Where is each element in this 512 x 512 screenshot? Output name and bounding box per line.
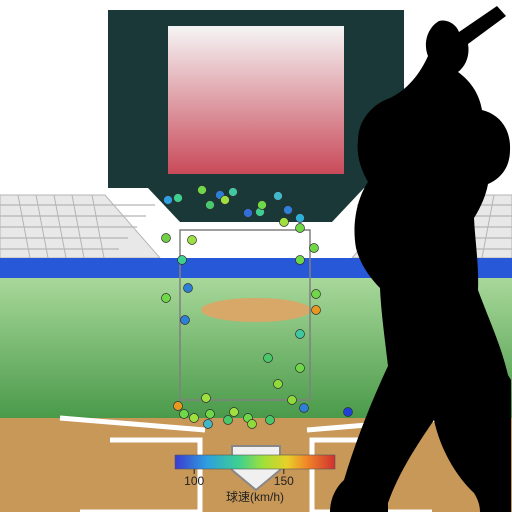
pitch-point <box>190 414 199 423</box>
pitch-point <box>224 416 233 425</box>
pitch-point <box>244 209 253 218</box>
pitch-point <box>202 394 211 403</box>
pitch-point <box>310 244 319 253</box>
pitch-point <box>174 402 183 411</box>
pitch-point <box>248 420 257 429</box>
pitch-point <box>258 201 267 210</box>
pitch-point <box>230 408 239 417</box>
pitch-point <box>164 196 173 205</box>
pitch-point <box>162 294 171 303</box>
colorbar-axis-label: 球速(km/h) <box>226 490 284 504</box>
pitch-point <box>162 234 171 243</box>
pitch-point <box>229 188 238 197</box>
pitch-point <box>296 214 305 223</box>
scoreboard-screen <box>168 26 344 174</box>
pitch-point <box>206 410 215 419</box>
pitch-point <box>288 396 297 405</box>
pitch-point <box>204 420 213 429</box>
pitchers-mound <box>201 298 311 322</box>
pitch-point <box>198 186 207 195</box>
pitch-point <box>280 218 289 227</box>
pitch-point <box>180 410 189 419</box>
pitch-point <box>274 380 283 389</box>
pitch-point <box>300 404 309 413</box>
pitch-point <box>344 408 353 417</box>
pitch-point <box>188 236 197 245</box>
colorbar-tick-label: 150 <box>274 474 294 488</box>
colorbar-tick-label: 100 <box>184 474 204 488</box>
pitch-point <box>312 290 321 299</box>
pitch-point <box>266 416 275 425</box>
pitch-point <box>178 256 187 265</box>
pitch-point <box>284 206 293 215</box>
pitch-point <box>181 316 190 325</box>
pitch-point <box>296 256 305 265</box>
chart-svg: 100 150 球速(km/h) <box>0 0 512 512</box>
pitch-point <box>264 354 273 363</box>
pitch-point <box>296 364 305 373</box>
pitch-point <box>274 192 283 201</box>
pitch-point <box>174 194 183 203</box>
pitch-point <box>184 284 193 293</box>
pitch-point <box>296 330 305 339</box>
chart-root: 100 150 球速(km/h) <box>0 0 512 512</box>
scoreboard <box>108 10 404 222</box>
pitch-point <box>221 196 230 205</box>
pitch-point <box>206 201 215 210</box>
pitch-point <box>312 306 321 315</box>
pitch-point <box>296 224 305 233</box>
